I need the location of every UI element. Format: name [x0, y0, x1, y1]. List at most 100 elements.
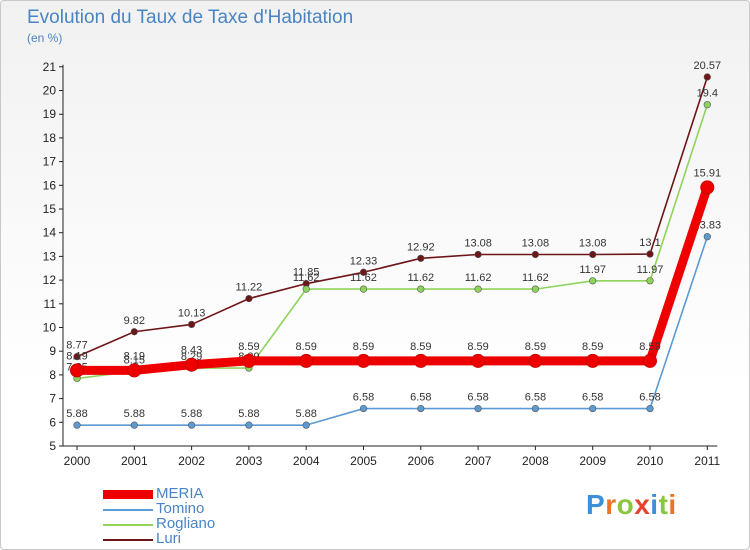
y-tick-label: 12 [43, 273, 57, 287]
x-tick-label: 2010 [637, 454, 664, 468]
data-point-luri [589, 250, 597, 259]
x-tick-label: 2000 [64, 454, 91, 468]
data-label-meria: 8.59 [410, 341, 431, 353]
y-tick-label: 19 [43, 107, 57, 121]
y-tick-label: 20 [43, 84, 57, 98]
data-label-tomino: 5.88 [238, 408, 259, 420]
data-point-tomino [531, 404, 540, 413]
data-point-tomino [646, 404, 654, 413]
data-label-tomino: 6.58 [410, 392, 431, 404]
data-label-luri: 9.82 [124, 315, 145, 327]
data-point-rogliano [302, 285, 310, 293]
data-point-rogliano [417, 285, 425, 293]
data-point-rogliano [646, 277, 654, 285]
data-label-rogliano: 11.97 [579, 264, 606, 276]
data-label-tomino: 13.83 [694, 220, 722, 232]
data-point-tomino [703, 233, 711, 241]
data-label-tomino: 6.58 [639, 392, 660, 404]
data-label-meria: 8.59 [639, 341, 660, 353]
y-tick-label: 6 [49, 415, 56, 429]
x-tick-label: 2003 [236, 454, 263, 468]
data-point-meria [127, 363, 142, 378]
x-tick-label: 2007 [465, 454, 492, 468]
series-line-luri [76, 76, 709, 358]
data-label-luri: 13.08 [522, 238, 550, 250]
data-label-meria: 8.59 [238, 341, 259, 353]
data-label-meria: 8.19 [66, 350, 87, 362]
legend-label-rogliano: Rogliano [156, 515, 216, 532]
data-label-luri: 12.92 [407, 241, 435, 253]
y-tick-label: 16 [43, 178, 57, 192]
data-label-tomino: 5.88 [124, 408, 145, 420]
data-label-luri: 11.22 [236, 282, 263, 294]
data-label-luri: 12.33 [350, 255, 378, 267]
data-point-meria [299, 353, 314, 368]
data-label-meria: 8.59 [525, 341, 546, 353]
data-point-rogliano [589, 277, 597, 285]
legend-label-luri: Luri [156, 530, 182, 547]
data-point-tomino [417, 404, 425, 413]
data-label-rogliano: 11.62 [465, 272, 492, 284]
data-point-luri [245, 294, 253, 303]
data-label-luri: 11.85 [293, 267, 320, 279]
data-point-meria [643, 353, 657, 368]
data-label-luri: 10.13 [178, 307, 206, 319]
data-point-meria [413, 353, 428, 368]
data-label-meria: 8.59 [582, 341, 603, 353]
data-point-meria [241, 353, 256, 368]
y-tick-label: 14 [43, 226, 57, 240]
y-tick-label: 9 [49, 344, 56, 358]
data-label-meria: 8.19 [124, 350, 145, 362]
data-point-tomino [589, 404, 597, 413]
data-point-meria [585, 353, 600, 368]
data-point-meria [471, 353, 486, 368]
data-point-tomino [302, 421, 310, 429]
data-point-meria [528, 353, 543, 368]
legend-swatch-tomino [103, 509, 153, 511]
data-label-tomino: 6.58 [582, 392, 603, 404]
data-label-meria: 8.59 [353, 341, 374, 353]
data-point-luri [417, 254, 425, 262]
y-tick-label: 21 [43, 60, 57, 74]
data-point-luri [73, 353, 81, 361]
legend-swatch-luri [103, 539, 153, 541]
data-point-rogliano [531, 285, 540, 293]
data-point-tomino [359, 404, 368, 413]
data-point-luri [130, 328, 138, 336]
data-label-luri: 13.1 [639, 237, 660, 249]
data-label-rogliano: 11.62 [293, 272, 320, 284]
data-point-meria [700, 180, 715, 195]
data-label-luri: 8.77 [66, 340, 87, 352]
data-point-luri [474, 250, 482, 259]
x-tick-label: 2009 [579, 454, 606, 468]
legend-swatch-meria [103, 490, 153, 499]
data-label-meria: 8.59 [295, 341, 316, 353]
data-label-tomino: 6.58 [467, 392, 488, 404]
data-point-rogliano [359, 285, 368, 293]
x-tick-label: 2008 [522, 454, 549, 468]
series-line-meria [72, 182, 712, 375]
data-label-tomino: 5.88 [66, 408, 87, 420]
data-point-tomino [474, 404, 482, 413]
y-tick-label: 11 [44, 297, 57, 311]
y-tick-label: 7 [49, 392, 56, 406]
y-tick-label: 10 [43, 321, 57, 335]
data-label-luri: 13.08 [464, 238, 492, 250]
proxiti-logo: Proxiti [586, 489, 677, 520]
data-label-rogliano: 11.97 [637, 264, 664, 276]
data-label-tomino: 5.88 [295, 408, 316, 420]
data-point-luri [188, 320, 196, 329]
data-point-tomino [245, 421, 253, 429]
data-label-rogliano: 8.15 [124, 354, 145, 366]
data-label-meria: 8.59 [467, 341, 488, 353]
data-label-tomino: 6.58 [353, 392, 374, 404]
data-label-luri: 13.08 [579, 238, 607, 250]
series-line-rogliano [76, 103, 709, 380]
data-point-tomino [73, 421, 81, 429]
data-point-tomino [130, 421, 138, 429]
x-tick-label: 2001 [121, 454, 148, 468]
data-point-rogliano [703, 101, 711, 109]
x-tick-label: 2005 [350, 454, 377, 468]
